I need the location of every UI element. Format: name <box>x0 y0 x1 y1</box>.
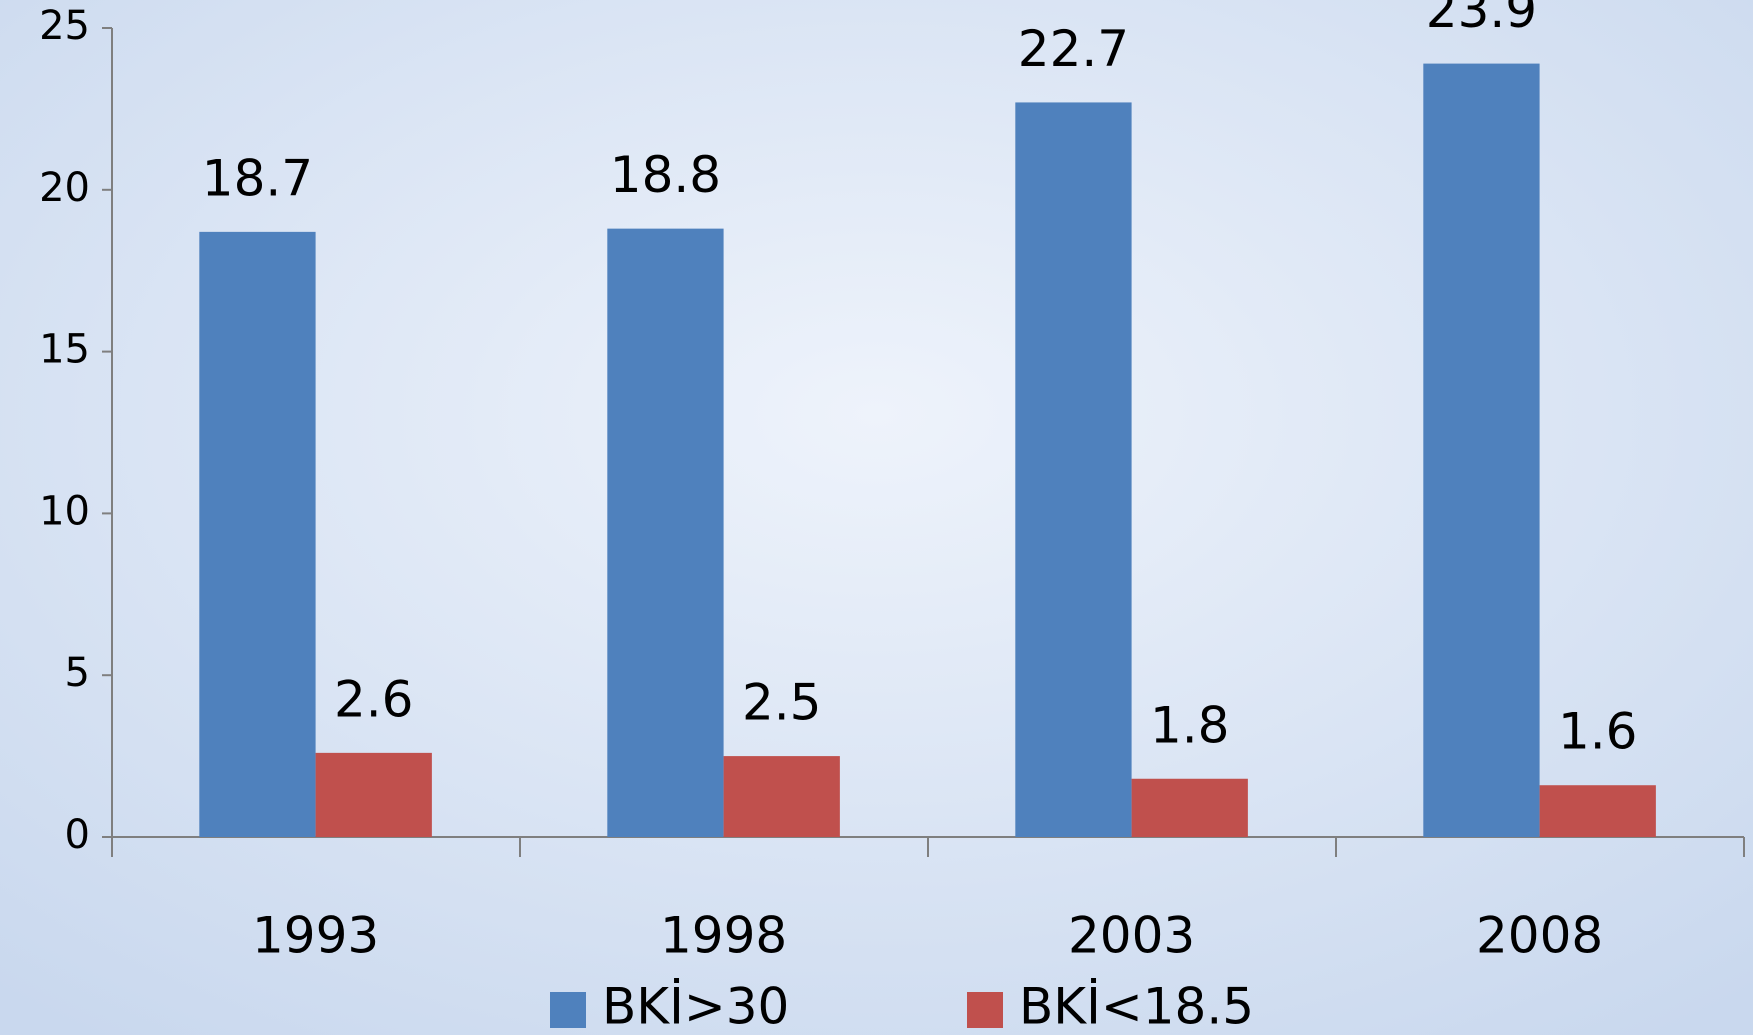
bar <box>1423 64 1539 837</box>
value-label: 2.6 <box>334 670 414 728</box>
value-label: 22.7 <box>1018 20 1129 78</box>
y-tick-label: 15 <box>39 327 90 373</box>
legend-label: BKİ>30 <box>602 978 789 1035</box>
bar <box>1132 779 1248 837</box>
chart: 0 5 10 15 20 25 1993 18.7 2.6 1998 18.8 2.5 2003 22.7… <box>0 0 1753 1035</box>
value-label: 2.5 <box>742 674 822 732</box>
y-tick-label: 10 <box>39 488 90 534</box>
x-tick-label: 1998 <box>660 907 787 965</box>
legend-label: BKİ<18.5 <box>1019 978 1254 1035</box>
x-tick-label: 2003 <box>1068 907 1195 965</box>
y-tick-label: 0 <box>65 812 90 858</box>
bar <box>316 753 432 837</box>
x-tick-label: 2008 <box>1476 907 1603 965</box>
y-tick-label: 20 <box>39 165 90 211</box>
y-tick-label: 25 <box>39 3 90 49</box>
value-label: 18.8 <box>610 146 721 204</box>
value-label: 18.7 <box>202 149 313 207</box>
bar <box>1540 785 1656 837</box>
bar <box>724 756 840 837</box>
value-label: 1.6 <box>1558 703 1638 761</box>
value-label: 1.8 <box>1150 696 1230 754</box>
y-tick-label: 5 <box>65 650 90 696</box>
bar <box>607 229 723 837</box>
legend-swatch <box>967 992 1003 1028</box>
bar <box>1015 102 1131 837</box>
x-tick-label: 1993 <box>252 907 379 965</box>
legend-swatch <box>550 992 586 1028</box>
value-label: 23.9 <box>1426 0 1537 39</box>
bar <box>199 232 315 837</box>
